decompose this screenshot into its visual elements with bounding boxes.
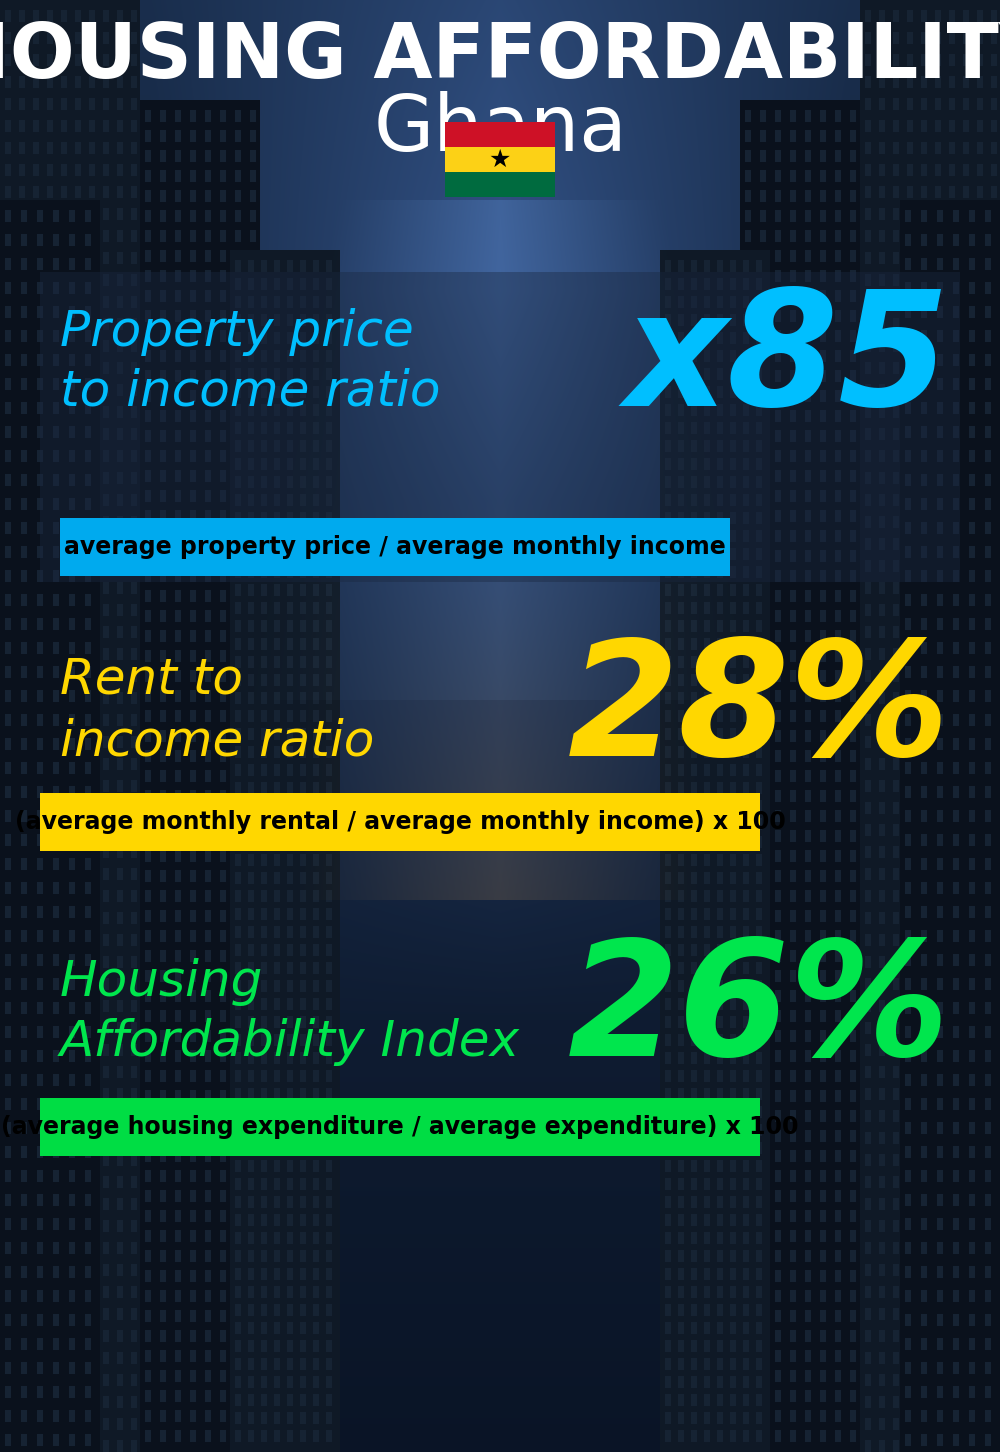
- Text: average property price / average monthly income: average property price / average monthly…: [64, 534, 726, 559]
- Bar: [445, 171, 555, 197]
- Text: ★: ★: [489, 148, 511, 171]
- Text: Housing: Housing: [60, 958, 263, 1006]
- Bar: [445, 122, 555, 147]
- Text: 28%: 28%: [568, 635, 950, 790]
- Text: Ghana: Ghana: [373, 91, 627, 167]
- Text: Rent to: Rent to: [60, 656, 243, 704]
- Text: 26%: 26%: [568, 935, 950, 1089]
- Text: income ratio: income ratio: [60, 717, 374, 767]
- Text: Affordability Index: Affordability Index: [60, 1018, 520, 1066]
- Text: HOUSING AFFORDABILITY: HOUSING AFFORDABILITY: [0, 20, 1000, 94]
- Bar: [40, 1098, 760, 1156]
- Text: to income ratio: to income ratio: [60, 367, 440, 417]
- Bar: [40, 793, 760, 851]
- Bar: [40, 272, 960, 582]
- Text: (average housing expenditure / average expenditure) x 100: (average housing expenditure / average e…: [1, 1115, 799, 1138]
- Bar: [60, 518, 730, 576]
- Text: (average monthly rental / average monthly income) x 100: (average monthly rental / average monthl…: [15, 810, 785, 833]
- Bar: [445, 147, 555, 171]
- Text: x85: x85: [625, 285, 950, 440]
- Text: Property price: Property price: [60, 308, 414, 356]
